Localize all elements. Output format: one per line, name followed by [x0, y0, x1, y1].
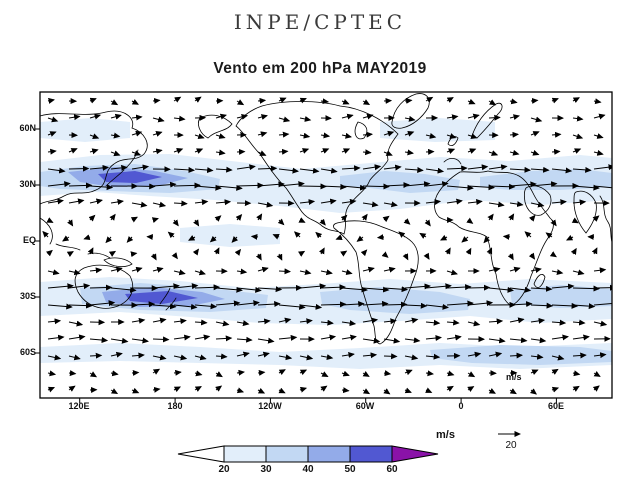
legend-units-label: m/s	[436, 429, 455, 441]
scale-tick-60: 60	[386, 464, 398, 475]
reference-vector-value: 20	[505, 440, 517, 451]
shade-light	[180, 224, 280, 247]
shade-light	[40, 118, 130, 142]
scale-seg-30-40	[265, 445, 309, 463]
lat-tick-60n: 60N	[19, 123, 36, 133]
scale-arrow-right	[391, 445, 439, 463]
lon-tick-60w: 60W	[355, 401, 375, 411]
reference-vector-arrow	[498, 431, 521, 437]
scale-seg-40-50	[307, 445, 351, 463]
speed-shading	[40, 118, 612, 369]
world-map-plot	[35, 91, 613, 403]
lat-tick-30n: 30N	[19, 179, 36, 189]
scale-tick-40: 40	[302, 464, 314, 475]
shade-core	[125, 291, 198, 304]
page-title: INPE/CPTEC	[233, 10, 407, 34]
lon-tick-180: 180	[167, 401, 183, 411]
shade-medium	[510, 285, 612, 308]
shade-core	[98, 171, 162, 183]
chart-title: Vento em 200 hPa MAY2019	[213, 60, 427, 77]
map-units-label: m/s	[506, 372, 522, 382]
wind-vectors	[42, 96, 612, 395]
scale-tick-20: 20	[218, 464, 230, 475]
scale-tick-30: 30	[260, 464, 272, 475]
lon-tick-0: 0	[458, 401, 464, 411]
shade-medium	[340, 171, 460, 193]
lat-tick-60s: 60S	[19, 347, 36, 357]
lon-tick-60e: 60E	[547, 401, 564, 411]
lat-tick-eq: EQ	[22, 235, 36, 245]
map-frame	[39, 91, 613, 399]
scale-arrow-left	[177, 445, 225, 463]
color-scale-bar	[177, 445, 439, 463]
scale-tick-50: 50	[344, 464, 356, 475]
shade-light	[380, 118, 495, 142]
lon-tick-120e: 120E	[68, 401, 90, 411]
scale-seg-50-60	[349, 445, 393, 463]
coastlines	[40, 93, 612, 345]
lat-tick-30s: 30S	[19, 291, 36, 301]
axis-ticks	[35, 128, 557, 403]
shade-medium	[320, 287, 470, 314]
scale-seg-20-30	[223, 445, 267, 463]
lon-tick-120w: 120W	[258, 401, 282, 411]
